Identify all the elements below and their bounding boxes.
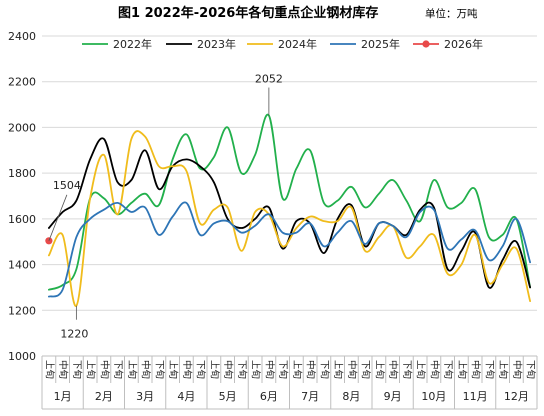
x-tick-label: 下旬 xyxy=(483,360,495,379)
series-line-0 xyxy=(48,113,531,291)
month-label: 1月 xyxy=(54,390,72,403)
x-tick-label: 上旬 xyxy=(456,360,468,379)
y-tick-label: 2000 xyxy=(8,121,36,134)
chart-title: 图1 2022年-2026年各旬重点企业钢材库存 xyxy=(118,5,378,21)
x-tick-label: 下旬 xyxy=(236,360,248,379)
x-tick-label: 中旬 xyxy=(222,360,234,379)
x-tick-label: 中旬 xyxy=(98,360,110,379)
annotation-leader xyxy=(48,194,68,241)
x-tick-label: 下旬 xyxy=(360,360,372,379)
legend-label-3: 2025年 xyxy=(361,37,400,51)
x-tick-label: 下旬 xyxy=(442,360,454,379)
x-tick-label: 上旬 xyxy=(85,360,97,379)
x-tick-label: 上旬 xyxy=(291,360,303,379)
x-tick-label: 下旬 xyxy=(318,360,330,379)
x-tick-label: 上旬 xyxy=(415,360,427,379)
month-label: 10月 xyxy=(421,390,446,403)
x-tick-label: 下旬 xyxy=(277,360,289,379)
x-tick-label: 下旬 xyxy=(153,360,165,379)
x-tick-label: 下旬 xyxy=(71,360,83,379)
y-tick-label: 1000 xyxy=(8,350,36,363)
x-tick-label: 中旬 xyxy=(428,360,440,379)
annotation-label: 1220 xyxy=(60,328,88,341)
x-tick-label: 中旬 xyxy=(181,360,193,379)
y-tick-label: 1800 xyxy=(8,167,36,180)
y-axis: 1000 1200 1400 1600 1800 2000 2200 2400 xyxy=(8,30,36,363)
annotation-label: 1504 xyxy=(53,179,81,192)
x-tick-label: 下旬 xyxy=(195,360,207,379)
x-tick-label: 上旬 xyxy=(167,360,179,379)
x-tick-label: 中旬 xyxy=(305,360,317,379)
x-tick-label: 上旬 xyxy=(332,360,344,379)
x-tick-label: 下旬 xyxy=(401,360,413,379)
x-tick-label: 中旬 xyxy=(346,360,358,379)
x-tick-label: 中旬 xyxy=(470,360,482,379)
chart-unit-label: 单位：万吨 xyxy=(425,7,478,20)
legend-label-1: 2023年 xyxy=(197,37,236,51)
x-axis: 上旬 中旬 下旬 上旬 中旬 下旬 上旬 中旬 下旬 上旬 中旬 下旬 上旬 中旬 下旬 上旬 中旬 下旬 上旬 中旬… xyxy=(41,355,538,410)
legend-marker-4 xyxy=(422,40,430,48)
y-tick-label: 2400 xyxy=(8,30,36,43)
month-label: 12月 xyxy=(504,390,529,403)
x-tick-label: 上旬 xyxy=(43,360,55,379)
y-tick-label: 2200 xyxy=(8,76,36,89)
month-label: 6月 xyxy=(260,390,278,403)
x-tick-label: 中旬 xyxy=(140,360,152,379)
chart-title-group: 图1 2022年-2026年各旬重点企业钢材库存 单位：万吨 xyxy=(118,5,478,21)
x-tick-label: 下旬 xyxy=(112,360,124,379)
month-label: 8月 xyxy=(342,390,360,403)
y-tick-label: 1400 xyxy=(8,259,36,272)
month-label: 11月 xyxy=(463,390,488,403)
annotation-label: 2052 xyxy=(255,73,283,86)
x-tick-label: 下旬 xyxy=(525,360,537,379)
x-tick-label: 中旬 xyxy=(57,360,69,379)
legend-label-4: 2026年 xyxy=(444,37,483,51)
series-line-3 xyxy=(48,201,531,298)
y-tick-label: 1600 xyxy=(8,213,36,226)
month-label: 5月 xyxy=(219,390,237,403)
month-label: 7月 xyxy=(301,390,319,403)
month-label: 9月 xyxy=(384,390,402,403)
legend-label-2: 2024年 xyxy=(278,37,317,51)
legend: 2022年 2023年 2024年 2025年 2026年 xyxy=(82,37,483,51)
x-tick-label: 上旬 xyxy=(373,360,385,379)
legend-label-0: 2022年 xyxy=(113,37,152,51)
x-tick-label: 上旬 xyxy=(208,360,220,379)
month-label: 3月 xyxy=(136,390,154,403)
series-line-2 xyxy=(48,130,531,307)
annotations: 2052 1504 1220 xyxy=(48,73,283,341)
x-tick-label: 中旬 xyxy=(387,360,399,379)
month-label: 4月 xyxy=(177,390,195,403)
month-label: 2月 xyxy=(95,390,113,403)
x-tick-label: 上旬 xyxy=(497,360,509,379)
x-tick-label: 中旬 xyxy=(263,360,275,379)
x-tick-label: 上旬 xyxy=(126,360,138,379)
y-tick-label: 1200 xyxy=(8,304,36,317)
x-tick-label: 上旬 xyxy=(250,360,262,379)
x-tick-label: 中旬 xyxy=(511,360,523,379)
